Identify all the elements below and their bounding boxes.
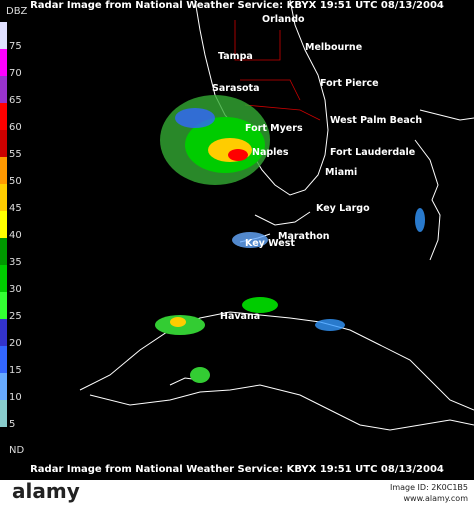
- legend-tick: 45: [9, 203, 22, 214]
- header: Radar Image from National Weather Servic…: [30, 0, 444, 11]
- legend-swatch: [0, 184, 7, 211]
- legend-tick: 40: [9, 230, 22, 241]
- legend-swatch: [0, 157, 7, 184]
- legend-tick: 55: [9, 149, 22, 160]
- legend-swatch: [0, 400, 7, 427]
- legend-swatch: [0, 319, 7, 346]
- legend-swatch: [0, 265, 7, 292]
- city-label: Miami: [325, 167, 357, 178]
- legend-swatch: [0, 22, 7, 49]
- city-label: Marathon: [278, 231, 330, 242]
- legend-swatch: [0, 130, 7, 157]
- legend-tick: 35: [9, 257, 22, 268]
- legend-tick: 20: [9, 338, 22, 349]
- watermark-id: Image ID: 2K0C1B5: [390, 483, 468, 492]
- legend-swatch: [0, 76, 7, 103]
- watermark-strip: [0, 480, 474, 506]
- legend-tick: 70: [9, 68, 22, 79]
- legend-swatch: [0, 346, 7, 373]
- county-lines: [234, 20, 321, 121]
- city-label: Key Largo: [316, 203, 370, 214]
- city-label: Fort Lauderdale: [330, 147, 415, 158]
- radar-echoes: [155, 95, 425, 383]
- legend-tick: 5: [9, 419, 15, 430]
- legend-swatch: [0, 373, 7, 400]
- legend-tick: 75: [9, 41, 22, 52]
- city-label: Tampa: [218, 51, 253, 62]
- city-label: Sarasota: [212, 83, 259, 94]
- legend-tick: 15: [9, 365, 22, 376]
- legend-swatch: [0, 103, 7, 130]
- city-labels: Orlando Melbourne Tampa Fort Pierce Sara…: [212, 14, 422, 322]
- city-label: Fort Pierce: [320, 78, 379, 89]
- city-label: Orlando: [262, 14, 305, 25]
- legend-title: DBZ: [6, 6, 28, 17]
- watermark-brand: alamy: [12, 479, 80, 503]
- watermark-site: www.alamy.com: [404, 494, 469, 503]
- legend-tick: 10: [9, 392, 22, 403]
- legend-tick: 25: [9, 311, 22, 322]
- legend-swatch: [0, 211, 7, 238]
- city-label: Fort Myers: [245, 123, 303, 134]
- legend-tick: 50: [9, 176, 22, 187]
- legend-tick: 30: [9, 284, 22, 295]
- legend-nd: ND: [9, 445, 24, 456]
- city-label: Melbourne: [305, 42, 362, 53]
- legend-tick: 65: [9, 95, 22, 106]
- legend: DBZ 75 70 65 60 55 50 45 40 35 30 25 20 15 10 5 ND: [0, 6, 28, 456]
- city-label: Havana: [220, 311, 260, 322]
- city-label: Naples: [252, 147, 289, 158]
- legend-swatch: [0, 292, 7, 319]
- legend-tick: 60: [9, 122, 22, 133]
- legend-swatch: [0, 238, 7, 265]
- footer: Radar Image from National Weather Servic…: [30, 464, 444, 475]
- city-label: West Palm Beach: [330, 115, 422, 126]
- legend-swatch: [0, 49, 7, 76]
- city-label: Key West: [245, 238, 295, 249]
